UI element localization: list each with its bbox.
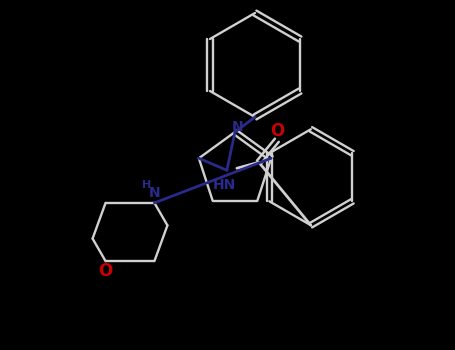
Text: O: O	[270, 122, 284, 140]
Text: H: H	[142, 180, 151, 190]
Text: N: N	[232, 120, 244, 134]
Text: N: N	[149, 186, 160, 200]
Text: HN: HN	[213, 178, 237, 192]
Text: O: O	[98, 262, 113, 280]
